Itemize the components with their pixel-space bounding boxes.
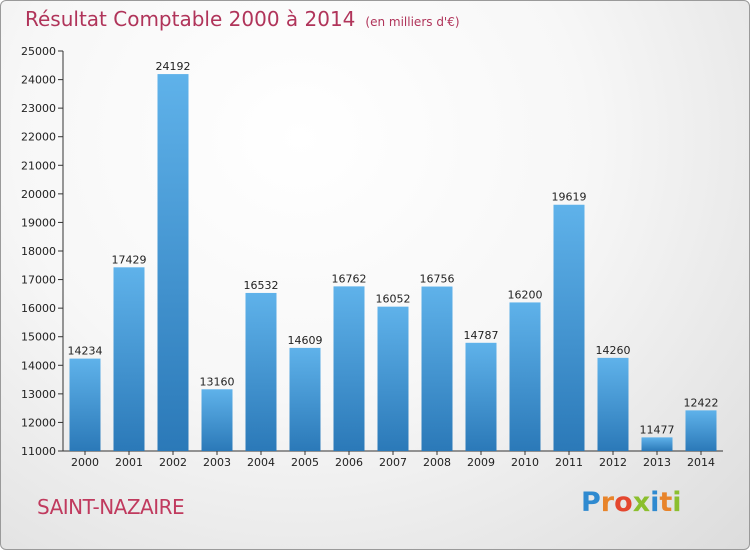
- x-tick-label-2014: 2014: [687, 456, 715, 469]
- value-label-2007: 16052: [376, 293, 411, 306]
- y-tick-label: 12000: [21, 416, 56, 429]
- value-label-2011: 19619: [552, 191, 587, 204]
- y-tick-label: 25000: [21, 45, 56, 58]
- x-tick-label-2009: 2009: [467, 456, 495, 469]
- value-label-2008: 16756: [420, 273, 455, 286]
- value-label-2001: 17429: [112, 253, 147, 266]
- y-tick-label: 13000: [21, 388, 56, 401]
- x-tick-label-2008: 2008: [423, 456, 451, 469]
- bar-2012: [597, 357, 629, 451]
- place-name: SAINT-NAZAIRE: [37, 495, 185, 519]
- x-tick-label-2011: 2011: [555, 456, 583, 469]
- x-tick-label-2010: 2010: [511, 456, 539, 469]
- y-tick-label: 16000: [21, 302, 56, 315]
- y-tick-label: 23000: [21, 102, 56, 115]
- x-tick-label-2001: 2001: [115, 456, 143, 469]
- value-label-2004: 16532: [244, 279, 279, 292]
- value-label-2006: 16762: [332, 272, 367, 285]
- y-tick-label: 17000: [21, 274, 56, 287]
- bar-2002: [157, 74, 189, 451]
- value-label-2002: 24192: [156, 60, 191, 73]
- bar-2010: [509, 302, 541, 451]
- bars: [69, 74, 717, 451]
- value-label-2012: 14260: [596, 344, 631, 357]
- y-axis: 11000 12000 13000 14000 15000 16000 17000 18000…: [21, 45, 64, 458]
- bar-2011: [553, 204, 585, 451]
- bar-2009: [465, 342, 497, 451]
- bar-2006: [333, 286, 365, 451]
- x-tick-label-2002: 2002: [159, 456, 187, 469]
- value-label-2013: 11477: [640, 423, 675, 436]
- proxiti-logo: Proxiti: [581, 487, 682, 518]
- x-tick-label-2004: 2004: [247, 456, 275, 469]
- value-label-2009: 14787: [464, 329, 499, 342]
- y-tick-label: 14000: [21, 359, 56, 372]
- value-label-2005: 14609: [288, 334, 323, 347]
- bar-2000: [69, 358, 101, 451]
- bar-2001: [113, 267, 145, 451]
- bar-2005: [289, 347, 321, 451]
- y-tick-label: 24000: [21, 74, 56, 87]
- x-tick-label-2006: 2006: [335, 456, 363, 469]
- bar-2004: [245, 292, 277, 451]
- bar-2013: [641, 437, 673, 451]
- x-tick-label-2005: 2005: [291, 456, 319, 469]
- x-tick-label-2013: 2013: [643, 456, 671, 469]
- x-axis: 2000 2001 2002 2003 2004 2005 2006 2007 2008 2009…: [63, 450, 723, 469]
- value-label-2010: 16200: [508, 288, 543, 301]
- bar-2007: [377, 306, 409, 451]
- chart-title: Résultat Comptable 2000 à 2014 (en millie…: [25, 7, 460, 31]
- x-tick-label-2007: 2007: [379, 456, 407, 469]
- bar-2008: [421, 286, 453, 451]
- bar-2003: [201, 389, 233, 451]
- chart-title-unit: (en milliers d'€): [365, 15, 460, 29]
- y-tick-label: 11000: [21, 445, 56, 458]
- y-tick-label: 18000: [21, 245, 56, 258]
- x-tick-label-2003: 2003: [203, 456, 231, 469]
- value-label-2003: 13160: [200, 375, 235, 388]
- bar-2014: [685, 410, 717, 451]
- chart-title-main: Résultat Comptable 2000 à 2014: [25, 7, 356, 31]
- y-tick-label: 20000: [21, 188, 56, 201]
- x-tick-label-2000: 2000: [71, 456, 99, 469]
- y-tick-label: 21000: [21, 159, 56, 172]
- value-label-2014: 12422: [684, 396, 719, 409]
- x-tick-label-2012: 2012: [599, 456, 627, 469]
- value-labels: 14234 17429 24192 13160 16532 14609 16762 16052…: [68, 60, 719, 436]
- y-tick-label: 19000: [21, 216, 56, 229]
- value-label-2000: 14234: [68, 345, 103, 358]
- y-tick-label: 22000: [21, 131, 56, 144]
- y-tick-label: 15000: [21, 331, 56, 344]
